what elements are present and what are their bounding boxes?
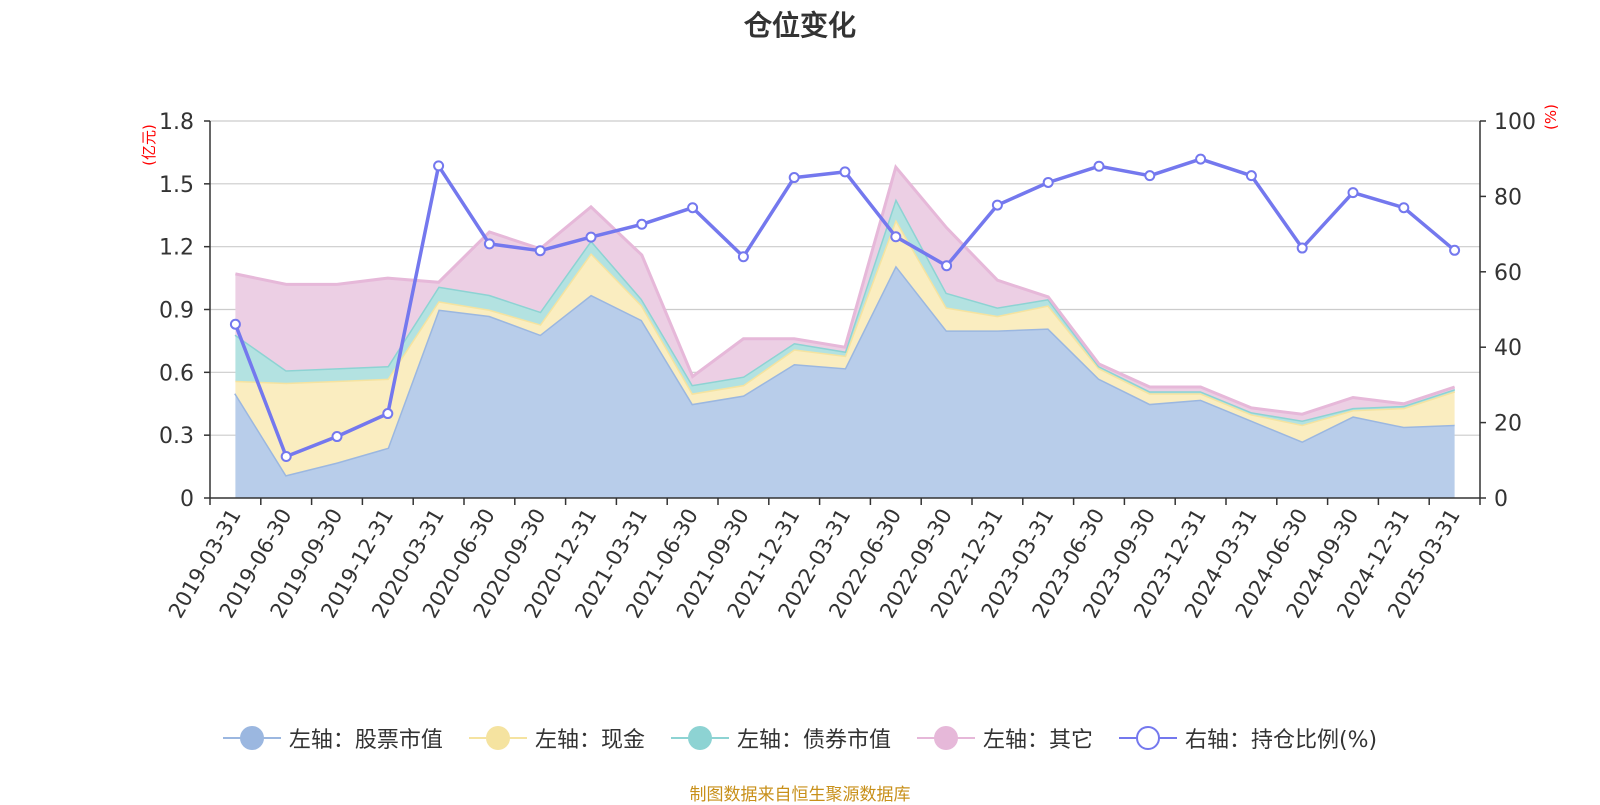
area-fill-series-0 [235,265,1455,498]
right-axis-tick-label: 80 [1494,185,1522,210]
ratio-point [941,260,953,272]
ratio-point [991,199,1003,211]
ratio-point [890,231,902,243]
ratio-point [1449,244,1461,256]
right-axis-tick-label: 100 [1494,110,1536,135]
legend-bond-icon [670,723,729,753]
ratio-point [1195,153,1207,165]
legend-other-label: 左轴：其它 [982,728,1093,753]
ratio-point [280,451,292,463]
ratio-point [737,251,749,263]
ratio-point [1398,202,1410,214]
ratio-point [1042,176,1054,188]
right-axis-unit: (%) [1542,104,1560,130]
ratio-point [788,172,800,184]
right-axis-tick-label: 20 [1494,412,1522,437]
ratio-point [1144,170,1156,182]
legend-item-ratio[interactable]: 右轴：持仓比例(%) [1118,722,1378,754]
legend-other-icon [916,723,975,753]
left-axis-tick-label: 1.5 [159,173,194,198]
ratio-line [229,153,1461,463]
left-axis-tick-label: 0.3 [159,424,194,449]
ratio-point [585,231,597,243]
legend-cash-icon [468,723,527,753]
right-axis-tick-label: 40 [1494,336,1522,361]
legend-cash-label: 左轴：现金 [534,728,645,753]
legend-ratio-label: 右轴：持仓比例(%) [1184,728,1378,753]
ratio-point [433,160,445,172]
legend-bond-label: 左轴：债券市值 [736,728,891,753]
ratio-point [331,431,343,443]
legend-item-stock[interactable]: 左轴：股票市值 [222,722,443,754]
legend-ratio-icon [1118,723,1177,753]
ratio-point [483,238,495,250]
area-fill-series-1 [235,219,1455,475]
left-axis-tick-label: 1.8 [159,110,194,135]
left-axis-tick-label: 0.6 [159,361,194,386]
area-edge-series-3 [235,163,1456,416]
ratio-point [1296,242,1308,254]
stacked-areas [234,163,1456,498]
legend-item-cash[interactable]: 左轴：现金 [468,722,645,754]
ratio-point [687,202,699,214]
data-source-note: 制图数据来自恒生聚源数据库 [689,785,911,805]
ratio-point [534,245,546,257]
right-axis-tick-label: 60 [1494,261,1522,286]
chart-legend: 左轴：股票市值 左轴：现金 左轴：债券市值 左轴：其它 右轴：持仓比例(%) [0,722,1600,754]
ratio-point [1347,187,1359,199]
ratio-point [636,218,648,230]
ratio-point [1245,170,1257,182]
left-axis-tick-label: 0.9 [159,299,194,324]
ratio-point [839,166,851,178]
legend-item-other[interactable]: 左轴：其它 [916,722,1093,754]
legend-stock-icon [222,723,281,753]
left-axis-unit: (亿元) [140,124,158,166]
left-axis-tick-label: 0 [180,487,194,512]
right-axis-tick-label: 0 [1494,487,1508,512]
legend-item-bond[interactable]: 左轴：债券市值 [670,722,891,754]
ratio-point [1093,160,1105,172]
ratio-point [382,408,394,420]
legend-stock-label: 左轴：股票市值 [288,728,443,753]
chart-title: 仓位变化 [743,9,856,42]
ratio-point [229,318,241,330]
left-axis-tick-label: 1.2 [159,236,194,261]
